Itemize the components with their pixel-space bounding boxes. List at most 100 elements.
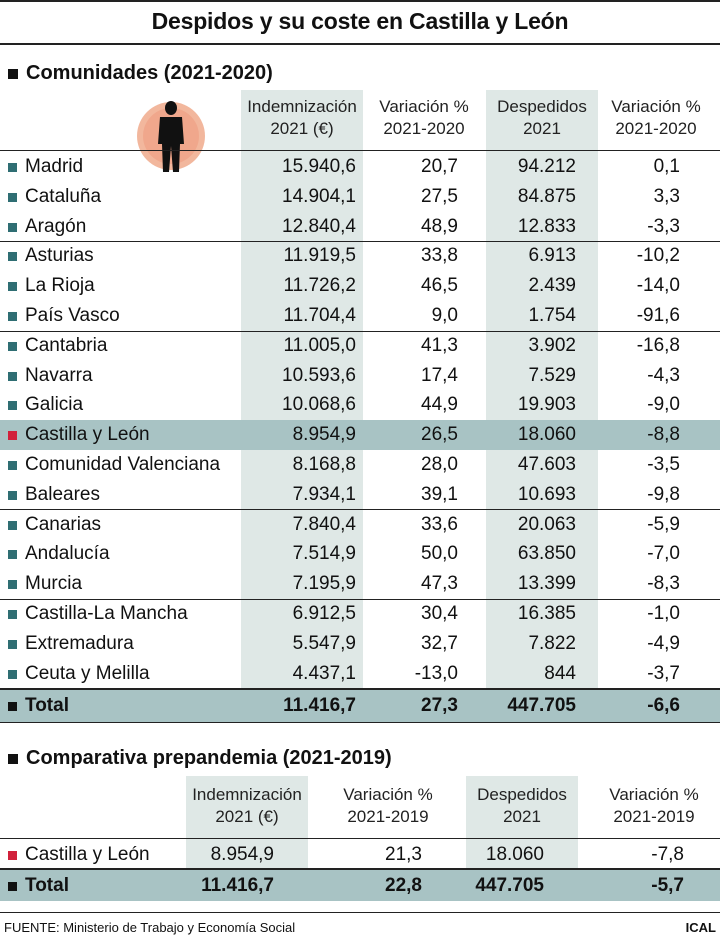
- section-heading-prepandemia: Comparativa prepandemia (2021-2019): [8, 747, 392, 770]
- variacion-despedidos-value: -3,7: [647, 662, 680, 684]
- table-row: Andalucía 7.514,9 50,0 63.850 -7,0: [0, 539, 720, 569]
- row-bullet-icon: [8, 282, 17, 292]
- despedidos-value: 94.212: [517, 156, 576, 177]
- row-bullet-icon: [8, 222, 17, 232]
- despedidos-value: 19.903: [517, 394, 576, 416]
- variacion-despedidos-value: -8,8: [647, 424, 680, 446]
- col-header-line: Despedidos: [497, 97, 587, 116]
- row-bullet-icon: [8, 520, 17, 530]
- indemnizacion-value: 6.912,5: [292, 603, 356, 624]
- row-bullet-icon: [8, 639, 17, 649]
- indemnizacion-value: 14.904,1: [282, 185, 356, 207]
- despedidos-value: 20.063: [517, 513, 576, 535]
- row-bullet-icon: [8, 490, 17, 500]
- despedidos-value: 447.705: [475, 875, 544, 896]
- col-header-line: Despedidos: [477, 785, 567, 804]
- section-heading-text: Comunidades (2021-2020): [26, 62, 273, 84]
- indemnizacion-value: 4.437,1: [292, 662, 356, 684]
- row-bullet-icon: [8, 163, 17, 172]
- row-name: Madrid: [25, 156, 84, 177]
- col-header-line: 2021: [523, 119, 561, 138]
- total-row-band: [0, 690, 720, 723]
- col-header-line: 2021-2020: [615, 119, 697, 138]
- source-note: FUENTE: Ministerio de Trabajo y Economía…: [4, 920, 296, 935]
- indemnizacion-value: 11.416,7: [201, 875, 274, 896]
- table-row: Comunidad Valenciana 8.168,8 28,0 47.603 -3,…: [0, 450, 720, 480]
- variacion-indemnizacion-value: 48,9: [421, 215, 458, 237]
- row-name: Castilla-La Mancha: [25, 603, 188, 624]
- variacion-despedidos-value: -9,8: [647, 483, 680, 505]
- variacion-despedidos-value: -14,0: [636, 275, 680, 297]
- indemnizacion-value: 7.195,9: [292, 573, 356, 595]
- highlight-row-band: [0, 420, 720, 451]
- despedidos-value: 6.913: [528, 245, 576, 267]
- variacion-indemnizacion-value: 33,6: [421, 513, 458, 535]
- despedidos-column-shade-2: [466, 776, 578, 870]
- row-bullet-icon: [8, 341, 17, 351]
- row-bullet-icon: [8, 192, 17, 202]
- variacion-indemnizacion-value: 20,7: [421, 156, 458, 177]
- despedidos-value: 3.902: [528, 334, 576, 356]
- table-row: Murcia 7.195,9 47,3 13.399 -8,3: [0, 569, 720, 599]
- col-header-variacion-1: Variación % 2021-2020: [368, 96, 480, 140]
- total-row: Total 11.416,7 22,8 447.705 -5,7: [0, 871, 720, 901]
- col-header-line: Variación %: [379, 97, 469, 116]
- variacion-despedidos-value: -8,3: [647, 573, 680, 595]
- variacion-despedidos-value: -3,3: [647, 215, 680, 237]
- indemnizacion-value: 8.954,9: [210, 844, 274, 865]
- despedidos-value: 63.850: [517, 543, 576, 565]
- row-name: Andalucía: [25, 543, 110, 565]
- indemnizacion-value: 7.840,4: [292, 513, 356, 535]
- row-name: Total: [25, 695, 69, 717]
- variacion-despedidos-value: -5,9: [647, 513, 680, 535]
- row-bullet-icon: [8, 550, 17, 560]
- row-name: Navarra: [25, 364, 93, 386]
- row-bullet-icon: [8, 882, 17, 891]
- table-row: Ceuta y Melilla 4.437,1 -13,0 844 -3,7: [0, 659, 720, 689]
- variacion-despedidos-value: 3,3: [653, 185, 680, 207]
- row-name: Cataluña: [25, 185, 102, 207]
- indemnizacion-column-shade: [241, 90, 363, 690]
- col-header-despedidos-2: Despedidos 2021: [466, 784, 578, 828]
- total-divider-2: [0, 868, 720, 870]
- variacion-indemnizacion-value: 32,7: [421, 632, 458, 654]
- total-row: Total 11.416,7 27,3 447.705 -6,6: [0, 691, 720, 721]
- variacion-indemnizacion-value: 9,0: [431, 305, 458, 326]
- variacion-despedidos-value: -10,2: [636, 245, 680, 267]
- variacion-despedidos-value: -1,0: [647, 603, 680, 624]
- indemnizacion-value: 15.940,6: [282, 156, 356, 177]
- indemnizacion-value: 10.593,6: [282, 364, 356, 386]
- row-bullet-icon: [8, 252, 17, 262]
- col-header-line: Indemnización: [247, 97, 357, 116]
- section-bullet-icon: [8, 753, 18, 764]
- variacion-indemnizacion-value: 26,5: [421, 424, 458, 446]
- variacion-indemnizacion-value: 50,0: [421, 543, 458, 565]
- indemnizacion-column-shade-2: [186, 776, 308, 870]
- table-row: Baleares 7.934,1 39,1 10.693 -9,8: [0, 480, 720, 510]
- col-header-line: Variación %: [611, 97, 701, 116]
- table-row: Cantabria 11.005,0 41,3 3.902 -16,8: [0, 331, 720, 361]
- table-row: Asturias 11.919,5 33,8 6.913 -10,2: [0, 241, 720, 271]
- col-header-line: 2021 (€): [270, 119, 334, 138]
- variacion-despedidos-value: 0,1: [653, 156, 680, 177]
- row-name: Cantabria: [25, 334, 108, 356]
- despedidos-value: 1.754: [528, 305, 576, 326]
- variacion-despedidos-value: -6,6: [647, 695, 680, 717]
- table-row: Madrid 15.940,6 20,7 94.212 0,1: [0, 152, 720, 182]
- top-rule: [0, 0, 720, 2]
- title-divider: [0, 43, 720, 45]
- col-header-variacion-2-1: Variación % 2021-2019: [332, 784, 444, 828]
- table-row: La Rioja 11.726,2 46,5 2.439 -14,0: [0, 271, 720, 301]
- despedidos-value: 12.833: [517, 215, 576, 237]
- despedidos-value: 7.529: [528, 364, 576, 386]
- group-divider: [0, 241, 720, 243]
- table-row: Galicia 10.068,6 44,9 19.903 -9,0: [0, 390, 720, 420]
- brand-credit: ICAL: [685, 920, 716, 935]
- footer-rule: [0, 912, 720, 913]
- variacion-despedidos-value: -16,8: [636, 334, 680, 356]
- row-name: Comunidad Valenciana: [25, 454, 221, 475]
- variacion-despedidos-value: -4,9: [647, 632, 680, 654]
- group-divider: [0, 509, 720, 511]
- row-name: Canarias: [25, 513, 102, 535]
- variacion-indemnizacion-value: 47,3: [421, 573, 458, 595]
